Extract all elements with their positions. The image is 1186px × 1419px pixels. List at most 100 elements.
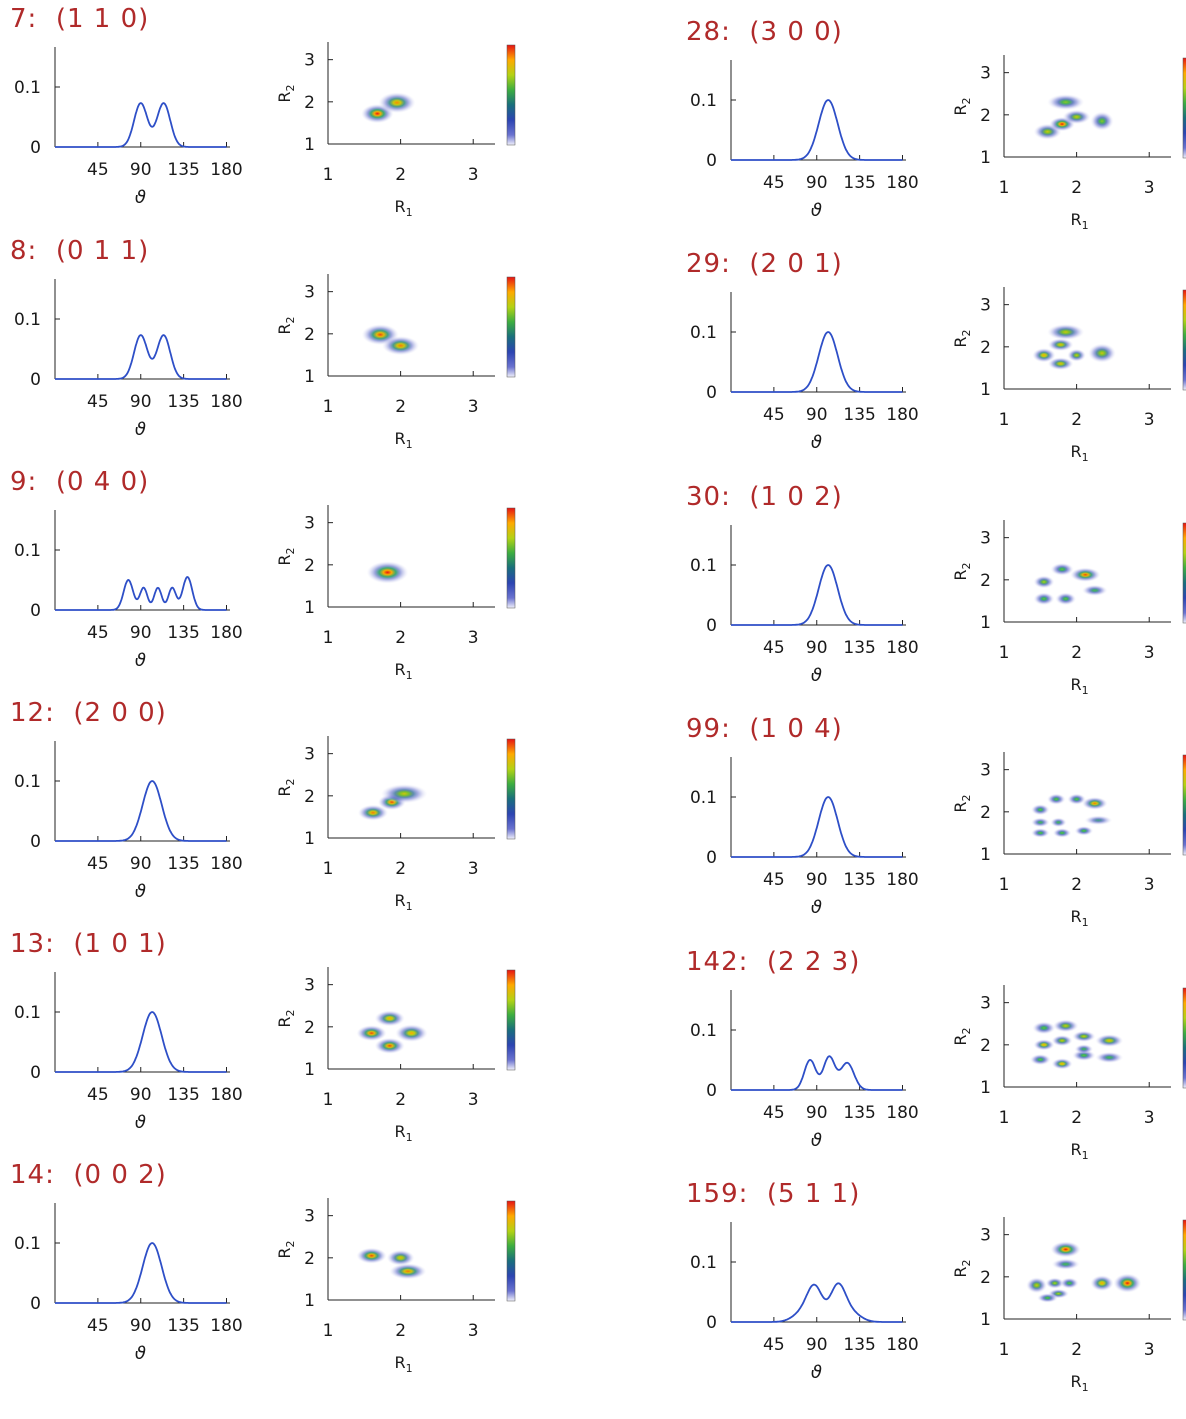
- map-x-axis-label-sub: 1: [406, 438, 413, 451]
- map-y-tick-label: 3: [304, 1207, 315, 1227]
- map-x-tick-label: 2: [395, 165, 406, 185]
- x-axis-label: ϑ: [135, 650, 146, 671]
- density-blob: [1074, 1044, 1094, 1054]
- density-blob: [1031, 828, 1050, 838]
- map-x-axis-label: R1: [394, 1122, 412, 1144]
- map-x-tick-label: 3: [468, 1321, 479, 1341]
- x-axis-label: ϑ: [811, 1130, 822, 1151]
- map-x-tick-label: 1: [323, 1090, 334, 1110]
- density-map: [1026, 1241, 1142, 1303]
- map-x-tick-label: 1: [323, 628, 334, 648]
- x-axis-label: ϑ: [135, 1112, 146, 1133]
- x-tick-label: 45: [763, 1103, 785, 1123]
- map-y-tick-label: 2: [980, 338, 991, 358]
- map-x-axis-label: R1: [1070, 1140, 1088, 1162]
- density-map: [356, 1247, 427, 1280]
- map-y-tick-label: 3: [304, 514, 315, 534]
- density-blob: [1033, 1039, 1055, 1051]
- density-blob: [1047, 94, 1085, 111]
- map-x-axis-label: R1: [1070, 907, 1088, 929]
- x-axis-label: ϑ: [135, 1343, 146, 1364]
- density-blob: [1037, 1293, 1059, 1303]
- map-y-axis-label-sub: 2: [960, 794, 973, 801]
- density-curve: [55, 780, 227, 842]
- colorbar: [1182, 289, 1186, 391]
- density-blob: [386, 1249, 415, 1266]
- density-blob: [356, 1247, 387, 1264]
- map-x-axis-label-sub: 1: [1082, 1381, 1089, 1394]
- density-blob: [1090, 1275, 1114, 1292]
- map-x-tick-label: 1: [999, 643, 1010, 663]
- panel-plots: 0 0.1 45 90 135 180 ϑ 1 2 3 1 2 3 R1 R2: [690, 55, 1186, 232]
- map-x-axis-label: R1: [394, 197, 412, 219]
- map-y-tick-label: 2: [980, 803, 991, 823]
- x-tick-label: 90: [806, 1335, 828, 1355]
- map-y-tick-label: 3: [304, 976, 315, 996]
- map-y-axis-label: R2: [275, 1240, 297, 1258]
- state-panel: 99: (1 0 4) 0 0.1 45 90 135 180 ϑ 1 2 3 1 2 3 R1 R2: [686, 714, 1186, 954]
- density-blob: [1113, 1273, 1142, 1293]
- x-tick-label: 180: [886, 173, 918, 193]
- density-curve: [55, 1242, 227, 1304]
- panel-plots: 0 0.1 45 90 135 180 ϑ 1 2 3 1 2 3 R1 R2: [14, 967, 516, 1144]
- map-y-tick-label: 1: [304, 1291, 315, 1311]
- map-x-tick-label: 1: [999, 1108, 1010, 1128]
- density-blob: [1062, 109, 1091, 125]
- colorbar: [506, 1200, 516, 1302]
- map-y-axis-label-sub: 2: [960, 562, 973, 569]
- y-tick-label: 0.1: [14, 1003, 41, 1023]
- y-tick-label: 0.1: [690, 91, 717, 111]
- panel-title: 14: (0 0 2): [10, 1160, 167, 1190]
- x-tick-label: 180: [210, 392, 242, 412]
- map-y-axis-label: R2: [951, 1259, 973, 1277]
- y-tick-label: 0.1: [14, 310, 41, 330]
- panel-title: 159: (5 1 1): [686, 1179, 861, 1209]
- density-blob: [382, 336, 420, 356]
- density-curve: [731, 796, 903, 858]
- state-panel: 159: (5 1 1) 0 0.1 45 90 135 180 ϑ 1 2 3 1 2 3 R1 R2: [686, 1179, 1186, 1419]
- panel-plots: 0 0.1 45 90 135 180 ϑ 1 2 3 1 2 3 R1 R2: [690, 1217, 1186, 1394]
- map-x-tick-label: 2: [1071, 1108, 1082, 1128]
- density-blob: [1032, 1021, 1056, 1035]
- map-x-tick-label: 2: [395, 628, 406, 648]
- state-panel: 12: (2 0 0) 0 0.1 45 90 135 180 ϑ 1 2 3 1 2 3 R1 R2: [10, 698, 570, 938]
- x-axis-label: ϑ: [135, 881, 146, 902]
- density-blob: [389, 1263, 427, 1280]
- x-tick-label: 90: [806, 405, 828, 425]
- state-panel: 142: (2 2 3) 0 0.1 45 90 135 180 ϑ 1 2 3 1 2 3 R1 R2: [686, 947, 1186, 1187]
- map-x-axis-label-sub: 1: [406, 669, 413, 682]
- x-tick-label: 90: [806, 1103, 828, 1123]
- y-tick-label: 0.1: [690, 1253, 717, 1273]
- density-map: [1033, 562, 1108, 606]
- state-panel: 30: (1 0 2) 0 0.1 45 90 135 180 ϑ 1 2 3 1 2 3 R1 R2: [686, 482, 1186, 722]
- map-x-tick-label: 1: [999, 875, 1010, 895]
- map-x-tick-label: 1: [999, 178, 1010, 198]
- map-x-axis-label-sub: 1: [406, 900, 413, 913]
- map-x-axis-label-sub: 1: [1082, 916, 1089, 929]
- panel-plots: 0 0.1 45 90 135 180 ϑ 1 2 3 1 2 3 R1 R2: [690, 287, 1186, 464]
- map-x-tick-label: 3: [1144, 1340, 1155, 1360]
- map-y-axis-label-sub: 2: [960, 1259, 973, 1266]
- panel-title: 7: (1 1 0): [10, 4, 150, 34]
- density-blob: [1060, 1277, 1079, 1289]
- density-blob: [1032, 348, 1056, 363]
- state-panel: 28: (3 0 0) 0 0.1 45 90 135 180 ϑ 1 2 3 1 2 3 R1 R2: [686, 17, 1186, 257]
- map-x-tick-label: 3: [468, 397, 479, 417]
- x-axis-label: ϑ: [135, 419, 146, 440]
- x-tick-label: 45: [763, 870, 785, 890]
- density-map: [1032, 324, 1116, 371]
- panel-plots: 0 0.1 45 90 135 180 ϑ 1 2 3 1 2 3 R1 R2: [690, 985, 1186, 1162]
- map-y-tick-label: 2: [980, 106, 991, 126]
- map-x-axis-label-sub: 1: [1082, 219, 1089, 232]
- x-tick-label: 45: [87, 854, 109, 874]
- map-y-axis-label-sub: 2: [284, 316, 297, 323]
- density-blob: [395, 1024, 428, 1042]
- panel-title: 142: (2 2 3): [686, 947, 861, 977]
- map-x-axis-label: R1: [1070, 210, 1088, 232]
- map-y-tick-label: 2: [980, 1036, 991, 1056]
- x-tick-label: 135: [843, 870, 875, 890]
- density-blob: [1050, 1241, 1081, 1258]
- panel-plots: 0 0.1 45 90 135 180 ϑ 1 2 3 1 2 3 R1 R2: [14, 274, 516, 451]
- state-panel: 13: (1 0 1) 0 0.1 45 90 135 180 ϑ 1 2 3 1 2 3 R1 R2: [10, 929, 570, 1169]
- map-y-tick-label: 2: [304, 556, 315, 576]
